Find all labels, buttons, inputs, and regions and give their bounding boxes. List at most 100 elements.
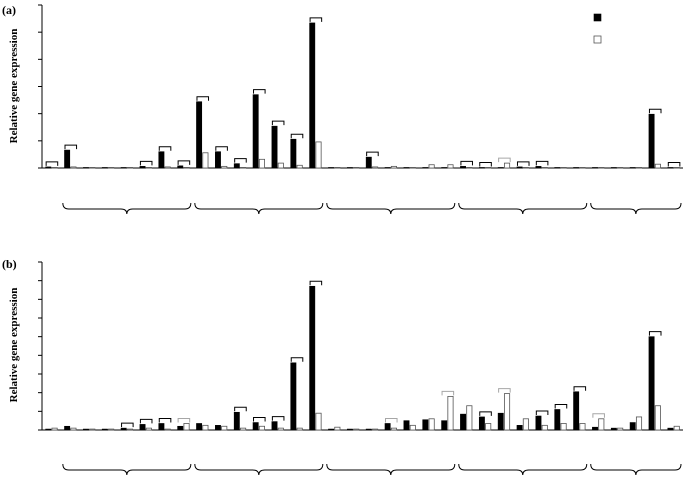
- bar-wildtype: [422, 419, 429, 431]
- bar-wildtype: [629, 422, 636, 431]
- bar-tb1-mutant: [372, 428, 379, 431]
- significance-bracket: [592, 413, 605, 418]
- bar-tb1-mutant: [108, 167, 115, 169]
- bar-tb1-mutant: [164, 428, 171, 431]
- significance-bracket: [271, 416, 285, 421]
- bar-wildtype: [45, 428, 52, 431]
- significance-bracket: [196, 96, 210, 101]
- bar-tb1-mutant: [466, 405, 473, 431]
- bar-wildtype: [497, 412, 504, 431]
- bar-tb1-mutant: [409, 167, 416, 169]
- bar-tb1-mutant: [522, 167, 529, 169]
- significance-bracket: [516, 161, 530, 166]
- bar-tb1-mutant: [635, 167, 643, 169]
- bar-wildtype: [648, 336, 655, 431]
- bar-tb1-mutant: [89, 167, 96, 169]
- bar-wildtype: [290, 138, 297, 169]
- significance-bracket: [215, 146, 228, 151]
- significance-bracket: [290, 357, 304, 362]
- significance-bracket: [253, 417, 266, 422]
- bar-wildtype: [158, 151, 165, 169]
- bar-wildtype: [460, 413, 466, 431]
- bar-wildtype: [554, 167, 561, 169]
- bar-tb1-mutant: [221, 165, 228, 169]
- bar-wildtype: [309, 22, 316, 169]
- bar-tb1-mutant: [51, 427, 58, 431]
- significance-bracket: [121, 422, 134, 428]
- bar-wildtype: [667, 167, 674, 169]
- bar-tb1-mutant: [447, 164, 454, 169]
- bar-wildtype: [120, 167, 127, 169]
- bar-wildtype: [629, 167, 636, 169]
- significance-bracket: [139, 418, 153, 424]
- bar-wildtype: [554, 409, 561, 431]
- panel-label-a: (a): [2, 3, 16, 17]
- bar-tb1-mutant: [466, 167, 473, 169]
- bar-tb1-mutant: [579, 423, 586, 431]
- bar-tb1-mutant: [258, 425, 265, 431]
- legend-swatch-tb1-mutant: [593, 35, 602, 44]
- bar-wildtype: [101, 428, 108, 431]
- bar-tb1-mutant: [296, 427, 303, 431]
- significance-bracket: [535, 160, 549, 166]
- bar-wildtype: [497, 167, 504, 169]
- bar-tb1-mutant: [541, 424, 548, 431]
- significance-bracket: [309, 17, 323, 22]
- bar-tb1-mutant: [126, 428, 134, 431]
- significance-bracket: [234, 158, 247, 163]
- bar-wildtype: [441, 167, 448, 169]
- bar-tb1-mutant: [353, 428, 360, 431]
- significance-bracket: [290, 133, 304, 139]
- bar-wildtype: [271, 421, 278, 431]
- y-axis-label-a: Relative gene expression: [8, 29, 20, 144]
- significance-bracket: [535, 410, 549, 415]
- bar-tb1-mutant: [315, 141, 322, 169]
- bar-tb1-mutant: [447, 395, 454, 431]
- bar-tb1-mutant: [258, 158, 265, 169]
- bar-wildtype: [309, 285, 316, 431]
- bar-wildtype: [346, 167, 353, 169]
- bar-wildtype: [64, 425, 71, 431]
- bar-tb1-mutant: [485, 423, 492, 431]
- significance-bracket: [648, 108, 662, 114]
- bar-wildtype: [648, 113, 655, 169]
- significance-bracket: [385, 417, 398, 423]
- bar-wildtype: [516, 425, 523, 431]
- bar-tb1-mutant: [617, 427, 624, 431]
- significance-bracket: [554, 403, 568, 409]
- bar-tb1-mutant: [296, 164, 303, 169]
- bar-wildtype: [215, 151, 221, 169]
- panel-label-b: (b): [2, 257, 17, 271]
- bar-wildtype: [215, 425, 221, 431]
- bar-tb1-mutant: [503, 162, 511, 169]
- bar-wildtype: [45, 166, 52, 169]
- bar-tb1-mutant: [221, 425, 228, 431]
- bar-wildtype: [177, 165, 184, 169]
- significance-bracket: [479, 161, 492, 167]
- bar-wildtype: [478, 416, 485, 431]
- bar-wildtype: [667, 427, 674, 431]
- bar-tb1-mutant: [108, 428, 115, 431]
- group-brace: [62, 463, 192, 476]
- bar-tb1-mutant: [560, 423, 567, 431]
- bar-tb1-mutant: [334, 426, 341, 431]
- significance-bracket: [498, 388, 511, 393]
- bar-wildtype: [610, 427, 617, 431]
- bar-tb1-mutant: [598, 418, 605, 431]
- significance-bracket: [667, 161, 681, 167]
- bar-tb1-mutant: [617, 167, 624, 169]
- bar-wildtype: [328, 428, 335, 431]
- bar-tb1-mutant: [183, 167, 190, 169]
- significance-bracket: [309, 280, 323, 286]
- bar-wildtype: [403, 420, 410, 431]
- bar-tb1-mutant: [390, 427, 397, 431]
- bar-tb1-mutant: [635, 416, 643, 431]
- bar-tb1-mutant: [560, 167, 567, 169]
- bar-wildtype: [384, 423, 391, 431]
- bar-wildtype: [478, 167, 485, 169]
- significance-bracket: [139, 160, 153, 166]
- bar-wildtype: [535, 415, 542, 431]
- bar-tb1-mutant: [372, 166, 379, 169]
- bar-wildtype: [196, 423, 203, 431]
- bar-wildtype: [422, 167, 429, 169]
